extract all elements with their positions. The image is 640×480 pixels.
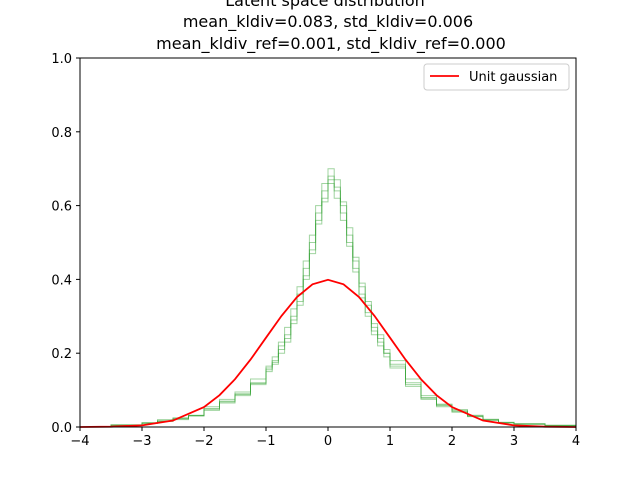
legend-label-unit-gaussian: Unit gaussian <box>469 70 557 85</box>
legend-box <box>423 63 570 91</box>
chart-title-line-2: mean_kldiv=0.083, std_kldiv=0.006 <box>183 12 473 32</box>
histogram-series-2 <box>80 182 577 428</box>
x-tick-label: −3 <box>132 434 151 449</box>
y-axis: 0.0 0.2 0.4 0.6 0.8 1.0 <box>51 52 80 436</box>
y-tick-label: 1.0 <box>51 52 72 67</box>
axes-frame <box>79 57 577 428</box>
y-tick-label: 0.0 <box>51 421 72 436</box>
x-tick-label: −1 <box>256 434 275 449</box>
x-tick-label: −4 <box>70 434 89 449</box>
unit-gaussian-line <box>79 278 577 428</box>
plot-area <box>79 57 577 428</box>
chart-title-line-3: mean_kldiv_ref=0.001, std_kldiv_ref=0.00… <box>156 34 506 54</box>
x-tick-label: 3 <box>510 434 518 449</box>
histogram-series-3 <box>80 168 577 428</box>
legend: Unit gaussian <box>423 63 570 91</box>
x-tick-label: 2 <box>448 434 456 449</box>
x-axis: −4 −3 −2 −1 0 1 2 3 4 <box>70 427 580 449</box>
histogram-series-1 <box>80 175 577 428</box>
chart-title-line-1: Latent space distribution <box>225 0 425 10</box>
y-tick-label: 0.2 <box>51 347 72 362</box>
x-tick-label: 0 <box>324 434 332 449</box>
histogram-series-4 <box>80 179 577 428</box>
x-tick-label: 1 <box>386 434 394 449</box>
x-tick-label: −2 <box>194 434 213 449</box>
y-tick-label: 0.6 <box>51 200 72 215</box>
y-tick-label: 0.4 <box>51 273 72 288</box>
y-tick-label: 0.8 <box>51 126 72 141</box>
x-tick-label: 4 <box>572 434 580 449</box>
